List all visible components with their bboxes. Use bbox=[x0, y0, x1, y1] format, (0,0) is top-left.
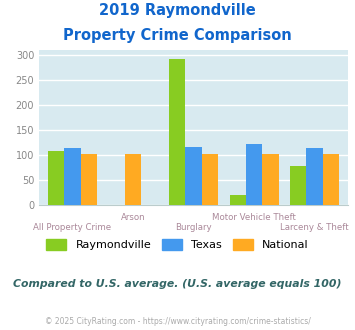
Text: All Property Crime: All Property Crime bbox=[33, 223, 111, 232]
Text: Larceny & Theft: Larceny & Theft bbox=[280, 223, 349, 232]
Bar bbox=[48, 150, 64, 205]
Bar bbox=[290, 166, 306, 205]
Text: Property Crime Comparison: Property Crime Comparison bbox=[63, 28, 292, 43]
Text: © 2025 CityRating.com - https://www.cityrating.com/crime-statistics/: © 2025 CityRating.com - https://www.city… bbox=[45, 317, 310, 326]
Text: Motor Vehicle Theft: Motor Vehicle Theft bbox=[212, 213, 296, 222]
Bar bbox=[229, 195, 246, 205]
Bar bbox=[202, 153, 218, 205]
Bar bbox=[185, 147, 202, 205]
Bar bbox=[125, 153, 141, 205]
Text: Compared to U.S. average. (U.S. average equals 100): Compared to U.S. average. (U.S. average … bbox=[13, 279, 342, 289]
Bar bbox=[323, 153, 339, 205]
Bar bbox=[64, 148, 81, 205]
Bar bbox=[169, 59, 185, 205]
Text: Burglary: Burglary bbox=[175, 223, 212, 232]
Bar bbox=[246, 144, 262, 205]
Bar bbox=[262, 153, 279, 205]
Bar bbox=[81, 153, 97, 205]
Text: 2019 Raymondville: 2019 Raymondville bbox=[99, 3, 256, 18]
Bar bbox=[306, 148, 323, 205]
Legend: Raymondville, Texas, National: Raymondville, Texas, National bbox=[43, 235, 312, 253]
Text: Arson: Arson bbox=[121, 213, 145, 222]
